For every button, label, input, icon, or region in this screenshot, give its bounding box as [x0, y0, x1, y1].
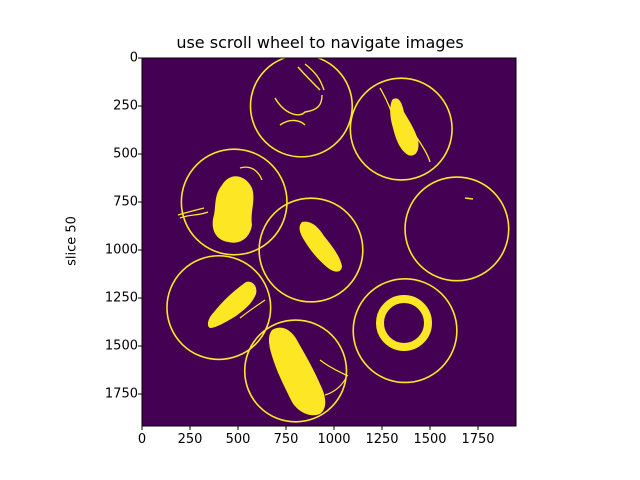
x-tick-label: 500 [225, 432, 251, 447]
well-8-strands [319, 359, 349, 396]
y-tick-label: 1750 [104, 386, 138, 402]
axis-ticks [138, 57, 479, 430]
y-tick-label: 750 [113, 194, 138, 210]
well-7-ring [376, 295, 432, 351]
x-tick-label: 250 [177, 432, 203, 447]
well-5-object [299, 221, 342, 272]
objects-layer [177, 63, 474, 416]
well-4-speck [464, 197, 474, 200]
y-tick-label: 1500 [104, 338, 138, 354]
well-3-strands [177, 166, 263, 219]
y-axis-label: slice 50 [64, 216, 80, 266]
plot-title: use scroll wheel to navigate images [176, 33, 464, 52]
well-2-object [390, 98, 419, 156]
x-tick-label: 1000 [317, 432, 351, 447]
well-1-strands [274, 63, 325, 126]
y-tick-label: 1000 [104, 242, 138, 258]
well-6-object [207, 281, 257, 328]
axes-frame [141, 57, 517, 427]
well-8-object [268, 327, 326, 416]
y-tick-label: 500 [113, 146, 138, 162]
well-2-strands [379, 87, 431, 163]
y-tick-label: 0 [129, 50, 138, 66]
well-7-outline [352, 278, 458, 384]
x-tick-label: 1500 [413, 432, 447, 447]
well-8-outline [243, 319, 348, 423]
x-tick-label: 1250 [365, 432, 399, 447]
well-6-outline [166, 254, 272, 361]
well-1-outline [249, 58, 354, 158]
well-6-strands [239, 299, 266, 319]
well-4-outline [404, 176, 510, 282]
y-tick-label: 1250 [104, 290, 138, 306]
well-3-outline [180, 148, 288, 256]
x-tick-label: 750 [273, 432, 299, 447]
x-tick-label: 0 [137, 432, 147, 447]
y-tick-label: 250 [113, 98, 138, 114]
well-3-object [212, 176, 254, 243]
well-2-outline [349, 77, 453, 181]
wells-layer [166, 58, 510, 423]
image-background [142, 58, 516, 426]
x-tick-label: 1750 [461, 432, 495, 447]
well-5-outline [258, 197, 364, 303]
